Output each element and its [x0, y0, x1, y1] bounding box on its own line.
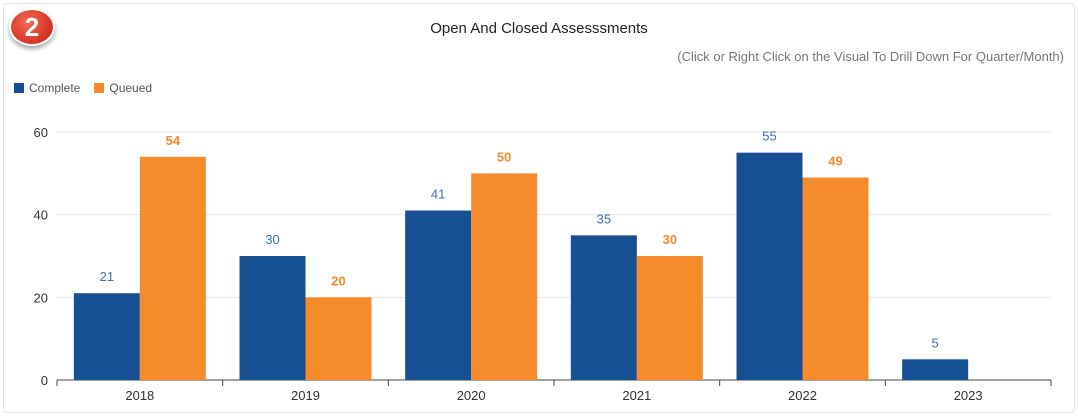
x-tick-label: 2021: [622, 388, 651, 403]
bar-complete[interactable]: [902, 359, 969, 380]
bar-complete[interactable]: [239, 256, 306, 380]
data-label-queued: 30: [663, 232, 677, 247]
data-label-complete: 55: [762, 129, 776, 144]
data-label-complete: 5: [932, 335, 939, 350]
bar-complete[interactable]: [73, 293, 140, 380]
x-tick-label: 2023: [954, 388, 983, 403]
legend-swatch-complete: [14, 83, 24, 93]
data-label-queued: 50: [497, 149, 511, 164]
legend[interactable]: Complete Queued: [14, 81, 166, 95]
step-badge: 2: [9, 8, 55, 46]
y-tick-label: 40: [34, 208, 48, 223]
legend-item-complete[interactable]: Complete: [14, 81, 80, 95]
bar-queued[interactable]: [305, 297, 372, 380]
bar-queued[interactable]: [636, 256, 703, 380]
data-label-complete: 35: [597, 211, 611, 226]
bar-queued[interactable]: [139, 156, 206, 380]
data-label-complete: 21: [100, 269, 114, 284]
bar-complete[interactable]: [405, 210, 472, 380]
chart-subtitle: (Click or Right Click on the Visual To D…: [677, 49, 1064, 64]
legend-label-queued: Queued: [109, 81, 153, 95]
data-label-complete: 30: [265, 232, 279, 247]
x-tick-label: 2018: [125, 388, 154, 403]
y-tick-label: 60: [34, 125, 48, 140]
bar-queued[interactable]: [802, 177, 869, 380]
data-label-queued: 20: [331, 273, 345, 288]
chart-title: Open And Closed Assesssments: [430, 20, 648, 37]
data-label-queued: 49: [828, 153, 842, 168]
bar-complete[interactable]: [570, 235, 637, 380]
legend-item-queued[interactable]: Queued: [94, 81, 152, 95]
bar-queued[interactable]: [471, 173, 538, 380]
y-tick-label: 0: [41, 373, 48, 388]
y-tick-label: 20: [34, 290, 48, 305]
x-tick-label: 2019: [291, 388, 320, 403]
legend-label-complete: Complete: [29, 81, 81, 95]
legend-swatch-queued: [94, 83, 105, 93]
data-label-complete: 41: [431, 187, 445, 202]
bar-complete[interactable]: [736, 152, 803, 380]
x-tick-label: 2020: [457, 388, 486, 403]
data-label-queued: 54: [166, 133, 181, 148]
x-tick-label: 2022: [788, 388, 817, 403]
